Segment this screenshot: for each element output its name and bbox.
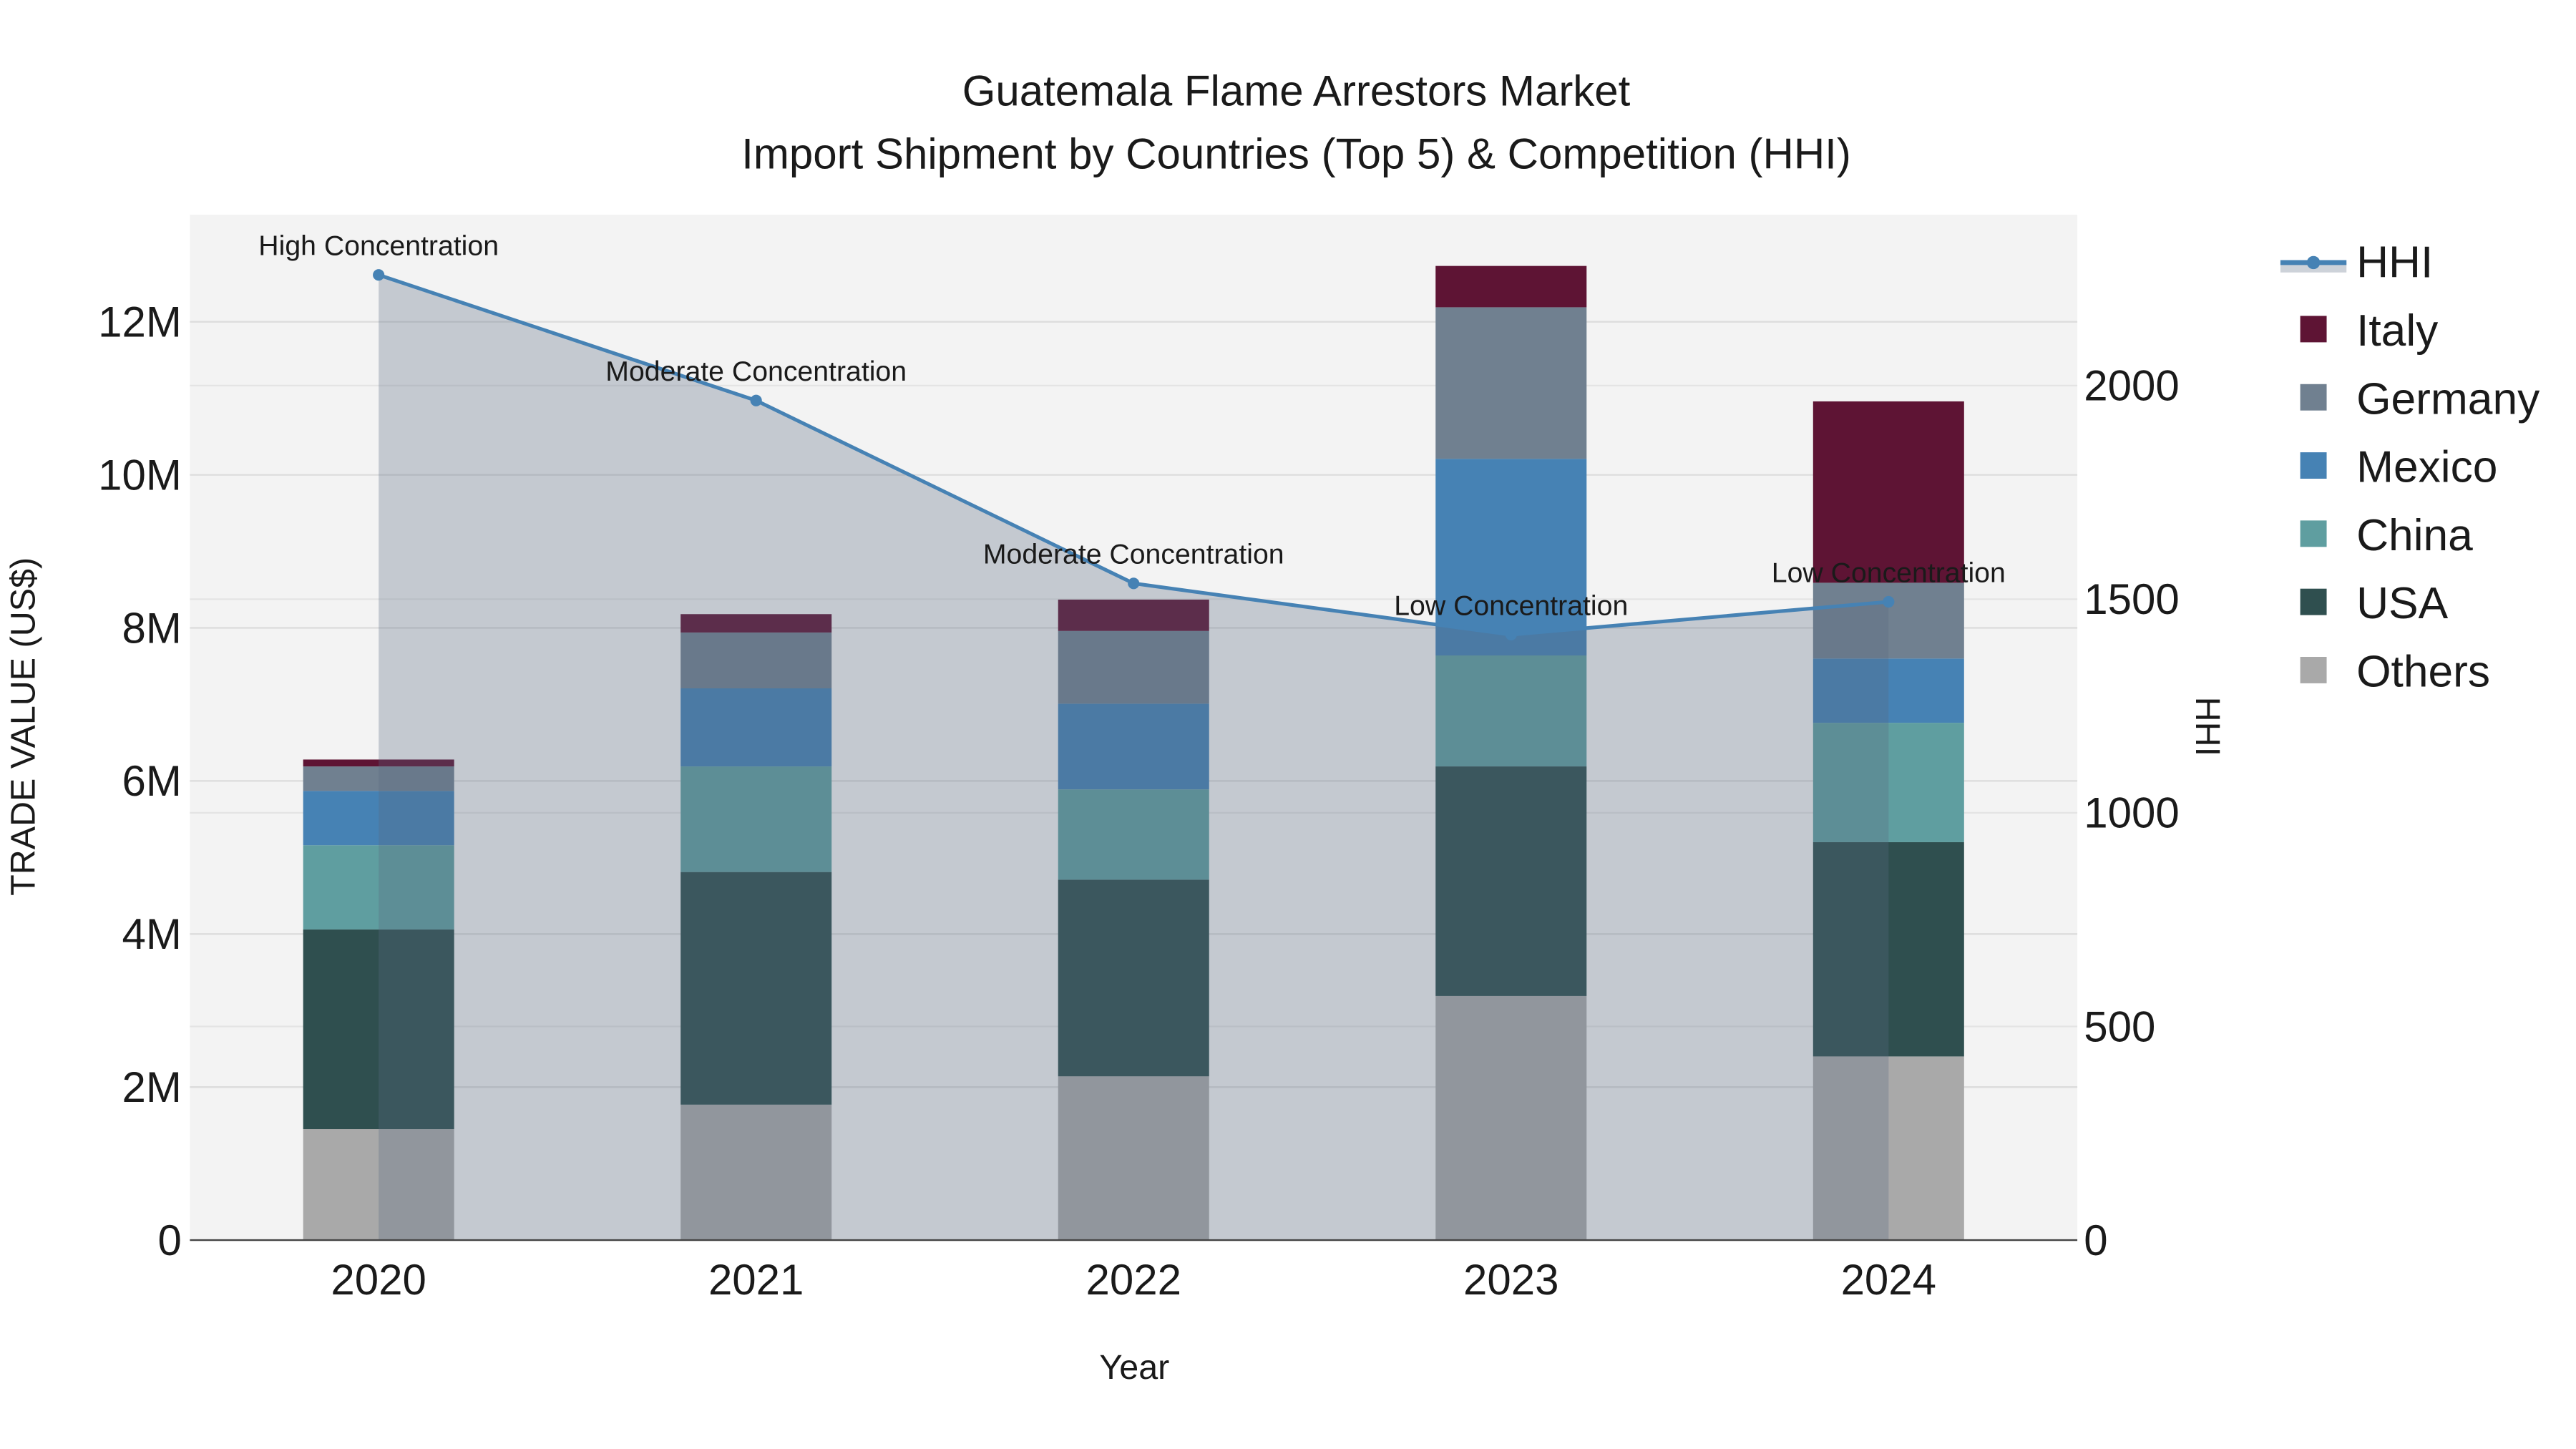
hhi-annotation: Low Concentration bbox=[1772, 557, 2006, 588]
legend-label-usa: USA bbox=[2356, 579, 2449, 628]
bar-china-2020 bbox=[303, 845, 454, 930]
y2-axis-ticks: 0 500 1000 1500 2000 bbox=[2084, 362, 2179, 1264]
bar-italy-2024 bbox=[1813, 401, 1964, 583]
hhi-annotation: Low Concentration bbox=[1394, 590, 1628, 621]
hhi-point bbox=[1128, 577, 1140, 590]
legend-label-italy: Italy bbox=[2356, 306, 2439, 356]
hhi-annotation: Moderate Concentration bbox=[983, 539, 1284, 570]
y2-tick-label: 1000 bbox=[2084, 789, 2179, 837]
y-tick-label: 10M bbox=[98, 451, 182, 499]
y2-tick-label: 0 bbox=[2084, 1216, 2107, 1264]
y-tick-label: 2M bbox=[122, 1063, 181, 1111]
legend-label-mexico: Mexico bbox=[2356, 443, 2497, 492]
bar-usa-2024 bbox=[1813, 841, 1964, 1057]
chart-subtitle: Import Shipment by Countries (Top 5) & C… bbox=[741, 130, 1851, 177]
bar-china-2024 bbox=[1813, 723, 1964, 842]
legend-hhi-marker bbox=[2306, 255, 2321, 270]
y2-axis-title: HHI bbox=[2188, 697, 2227, 756]
bars bbox=[303, 265, 1964, 1241]
hhi-point bbox=[373, 269, 385, 281]
y2-tick-label: 1500 bbox=[2084, 575, 2179, 623]
x-tick-label: 2024 bbox=[1841, 1256, 1936, 1304]
legend-label-others: Others bbox=[2356, 648, 2490, 697]
bar-mexico-2022 bbox=[1058, 703, 1209, 790]
bar-italy-2023 bbox=[1435, 265, 1587, 308]
legend-swatch-usa bbox=[2300, 588, 2327, 615]
bar-mexico-2020 bbox=[303, 791, 454, 846]
y-axis-ticks: 0 2M 4M 6M 8M 10M 12M bbox=[98, 298, 182, 1264]
hhi-annotation: Moderate Concentration bbox=[605, 356, 907, 387]
legend: HHI Italy Germany Mexico China USA Others bbox=[2280, 238, 2540, 697]
hhi-annotation: High Concentration bbox=[258, 230, 499, 262]
bar-others-2023 bbox=[1435, 995, 1587, 1241]
hhi-point bbox=[1883, 595, 1895, 608]
bar-usa-2023 bbox=[1435, 766, 1587, 996]
x-tick-label: 2021 bbox=[708, 1256, 804, 1304]
bar-usa-2020 bbox=[303, 929, 454, 1130]
legend-label-germany: Germany bbox=[2356, 374, 2540, 424]
bar-china-2023 bbox=[1435, 655, 1587, 767]
hhi-point bbox=[750, 394, 762, 406]
bar-germany-2021 bbox=[680, 632, 832, 688]
legend-swatch-china bbox=[2300, 520, 2327, 547]
y-tick-label: 4M bbox=[122, 910, 181, 958]
bar-italy-2021 bbox=[680, 614, 832, 633]
chart-title: Guatemala Flame Arrestors Market bbox=[962, 67, 1631, 115]
x-tick-label: 2020 bbox=[331, 1256, 426, 1304]
bar-others-2020 bbox=[303, 1129, 454, 1241]
bar-italy-2020 bbox=[303, 759, 454, 767]
y-tick-label: 6M bbox=[122, 757, 181, 805]
x-axis-title: Year bbox=[1099, 1348, 1169, 1387]
legend-swatch-mexico bbox=[2300, 452, 2327, 479]
bar-mexico-2021 bbox=[680, 688, 832, 767]
bar-mexico-2023 bbox=[1435, 459, 1587, 656]
bar-germany-2020 bbox=[303, 766, 454, 791]
bar-italy-2022 bbox=[1058, 599, 1209, 631]
bar-others-2022 bbox=[1058, 1076, 1209, 1241]
bar-germany-2022 bbox=[1058, 630, 1209, 704]
bar-usa-2021 bbox=[680, 872, 832, 1105]
y-tick-label: 8M bbox=[122, 604, 181, 652]
bar-others-2021 bbox=[680, 1104, 832, 1241]
x-tick-label: 2022 bbox=[1085, 1256, 1181, 1304]
y2-tick-label: 500 bbox=[2084, 1002, 2155, 1050]
bar-china-2021 bbox=[680, 766, 832, 872]
bar-usa-2022 bbox=[1058, 879, 1209, 1077]
bar-china-2022 bbox=[1058, 789, 1209, 880]
hhi-series: High Concentration Moderate Concentration… bbox=[258, 230, 2006, 1241]
hhi-area bbox=[379, 275, 1889, 1241]
legend-label-hhi: HHI bbox=[2356, 238, 2433, 288]
legend-swatch-others bbox=[2300, 657, 2327, 683]
hhi-point bbox=[1505, 628, 1517, 641]
bar-germany-2024 bbox=[1813, 582, 1964, 659]
legend-label-china: China bbox=[2356, 511, 2473, 560]
y-axis-title: TRADE VALUE (US$) bbox=[4, 557, 42, 896]
y-tick-label: 12M bbox=[98, 298, 182, 346]
x-axis-ticks: 2020 2021 2022 2023 2024 bbox=[331, 1256, 1936, 1304]
y2-tick-label: 2000 bbox=[2084, 362, 2179, 410]
bar-mexico-2024 bbox=[1813, 658, 1964, 723]
x-tick-label: 2023 bbox=[1463, 1256, 1558, 1304]
bar-germany-2023 bbox=[1435, 307, 1587, 459]
bar-others-2024 bbox=[1813, 1056, 1964, 1241]
legend-swatch-germany bbox=[2300, 384, 2327, 411]
legend-swatch-italy bbox=[2300, 316, 2327, 343]
y-tick-label: 0 bbox=[157, 1216, 181, 1264]
